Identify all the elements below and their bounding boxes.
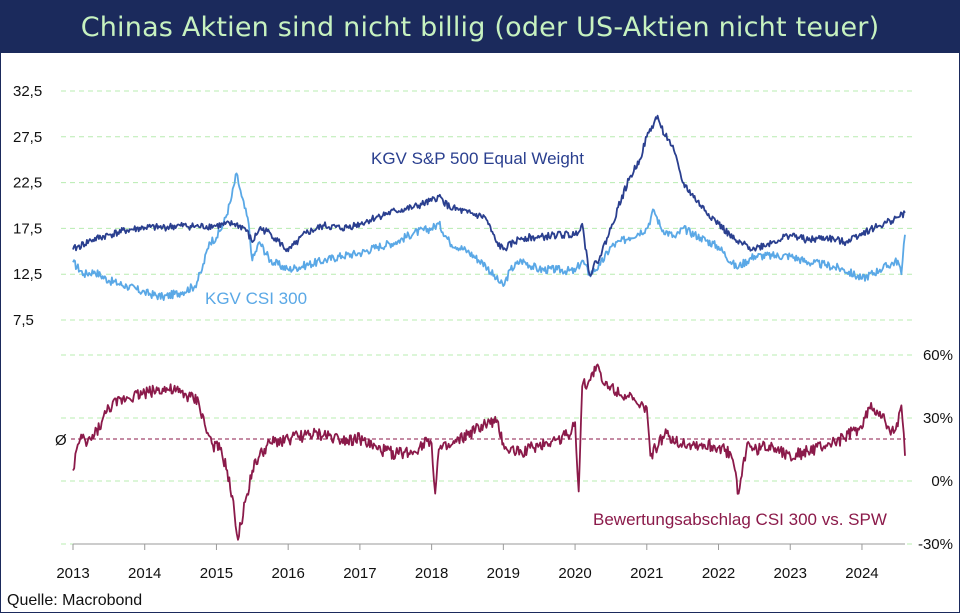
x-tick-label: 2019 bbox=[487, 565, 520, 582]
chart-title: Chinas Aktien sind nicht billig (oder US… bbox=[80, 11, 880, 43]
series-lines bbox=[72, 114, 906, 541]
y-tick-label-right: 0% bbox=[931, 473, 953, 490]
x-tick-label: 2018 bbox=[415, 565, 448, 582]
y-tick-label-left: 22,5 bbox=[13, 175, 42, 192]
x-axis: 2013 2014 2015 2016 2017 2018 2019 2020 2021 2022… bbox=[56, 543, 905, 582]
x-tick-label: 2024 bbox=[845, 565, 878, 582]
x-tick-label: 2014 bbox=[128, 565, 161, 582]
y-tick-label-left: 7,5 bbox=[13, 312, 34, 329]
x-tick-label: 2021 bbox=[630, 565, 663, 582]
bottom-y-axis: 60% 30% 0% -30% bbox=[918, 347, 953, 553]
x-tick-label: 2015 bbox=[200, 565, 233, 582]
series-label-discount: Bewertungsabschlag CSI 300 vs. SPW bbox=[593, 510, 887, 529]
series-label-csi: KGV CSI 300 bbox=[205, 289, 307, 308]
series-label-spw: KGV S&P 500 Equal Weight bbox=[371, 149, 584, 168]
y-tick-label-right: 30% bbox=[923, 410, 953, 427]
source-note: Quelle: Macrobond bbox=[7, 592, 143, 609]
x-tick-label: 2017 bbox=[343, 565, 376, 582]
average-label: Ø bbox=[55, 432, 67, 449]
y-tick-label-right: 60% bbox=[923, 347, 953, 364]
y-tick-label-left: 17,5 bbox=[13, 220, 42, 237]
line-valuation-discount bbox=[72, 363, 906, 541]
line-csi300-pe bbox=[72, 172, 906, 302]
top-y-axis: 7,5 12,5 17,5 22,5 27,5 32,5 bbox=[13, 83, 42, 329]
x-tick-label: 2023 bbox=[774, 565, 807, 582]
x-tick-label: 2013 bbox=[56, 565, 89, 582]
x-tick-label: 2016 bbox=[271, 565, 304, 582]
line-spw-pe bbox=[72, 114, 906, 277]
y-tick-label-left: 27,5 bbox=[13, 129, 42, 146]
title-bar: Chinas Aktien sind nicht billig (oder US… bbox=[1, 1, 959, 53]
x-tick-label: 2022 bbox=[702, 565, 735, 582]
y-tick-label-left: 12,5 bbox=[13, 266, 42, 283]
y-tick-label-left: 32,5 bbox=[13, 83, 42, 100]
x-tick-label: 2020 bbox=[558, 565, 591, 582]
y-tick-label-right: -30% bbox=[918, 536, 953, 553]
